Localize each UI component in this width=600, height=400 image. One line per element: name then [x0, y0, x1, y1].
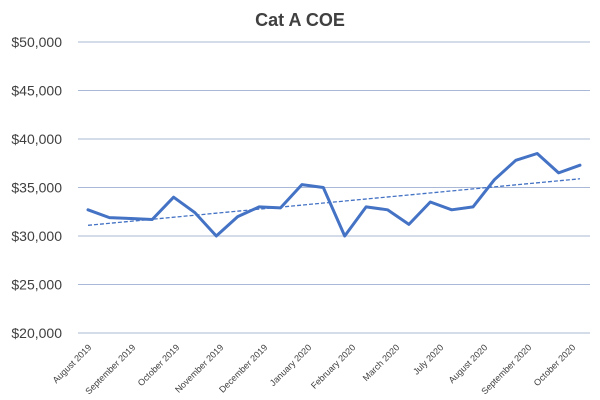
x-tick-label: July 2020 — [411, 342, 445, 376]
trendline — [87, 178, 581, 226]
series-line-cat-a-coe — [86, 152, 582, 238]
x-tick-label: August 2019 — [51, 342, 94, 385]
y-tick-label: $20,000 — [11, 325, 62, 341]
y-tick-label: $40,000 — [11, 131, 62, 147]
series-group — [86, 152, 582, 238]
x-tick-label: December 2019 — [217, 342, 269, 394]
x-tick-label: January 2020 — [268, 342, 314, 388]
x-tick-label: October 2020 — [532, 342, 578, 388]
gridlines — [78, 41, 590, 334]
y-tick-label: $25,000 — [11, 277, 62, 293]
x-tick-label: February 2020 — [309, 342, 357, 390]
x-tick-label: August 2020 — [447, 342, 490, 385]
x-tick-label: March 2020 — [361, 342, 402, 383]
y-tick-label: $45,000 — [11, 83, 62, 99]
y-tick-label: $30,000 — [11, 228, 62, 244]
y-axis-tick-labels: $20,000 $25,000 $30,000 $35,000 $40,000 $45,0… — [11, 34, 62, 341]
x-tick-label: October 2019 — [136, 342, 182, 388]
chart-title: Cat A COE — [255, 10, 345, 30]
y-tick-label: $50,000 — [11, 34, 62, 50]
y-tick-label: $35,000 — [11, 180, 62, 196]
